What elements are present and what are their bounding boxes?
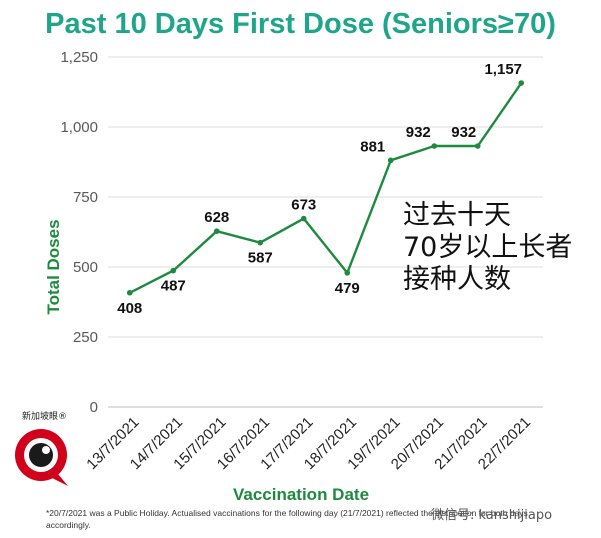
data-point xyxy=(431,143,438,149)
data-point xyxy=(387,157,394,164)
logo-icon xyxy=(6,410,76,490)
logo-text: 新加坡眼® xyxy=(22,412,68,422)
y-tick-label: 500 xyxy=(73,259,98,276)
data-point xyxy=(518,80,525,86)
data-point xyxy=(213,228,220,234)
data-point xyxy=(170,267,177,274)
y-tick-label: 1,000 xyxy=(60,119,98,136)
series-line xyxy=(129,82,523,294)
wechat-watermark: 微信号: kanshijiapo xyxy=(431,508,553,523)
annotation-line-1: 过去十天 xyxy=(403,200,511,231)
y-tick-label: 1,250 xyxy=(60,49,98,66)
data-point xyxy=(300,215,307,222)
data-label: 628 xyxy=(204,209,229,226)
data-point xyxy=(257,239,264,246)
data-label: 479 xyxy=(335,280,360,297)
y-tick-label: 250 xyxy=(73,329,98,346)
data-label: 587 xyxy=(248,250,273,267)
data-point xyxy=(474,143,481,149)
data-label: 487 xyxy=(161,278,186,295)
chinese-annotation: 过去十天 70岁以上长者 接种人数 xyxy=(403,200,572,296)
data-label: 932 xyxy=(451,124,476,141)
data-point xyxy=(344,270,351,276)
data-label: 673 xyxy=(291,197,316,214)
x-axis-title: Vaccination Date xyxy=(233,485,369,504)
annotation-line-2: 70岁以上长者 xyxy=(403,232,573,263)
footnote: *20/7/2021 was a Public Holiday. Actuali… xyxy=(46,508,528,530)
annotation-line-3: 接种人数 xyxy=(403,264,511,295)
data-label: 1,157 xyxy=(484,61,522,78)
y-tick-label: 0 xyxy=(90,399,98,416)
data-point xyxy=(126,289,133,296)
chart-title: Past 10 Days First Dose (Seniors≥70) xyxy=(45,8,556,40)
data-label: 932 xyxy=(406,124,431,141)
data-label: 881 xyxy=(360,138,385,155)
data-label: 408 xyxy=(117,300,142,317)
y-tick-label: 750 xyxy=(73,189,98,206)
y-axis-title: Total Doses xyxy=(44,219,63,314)
